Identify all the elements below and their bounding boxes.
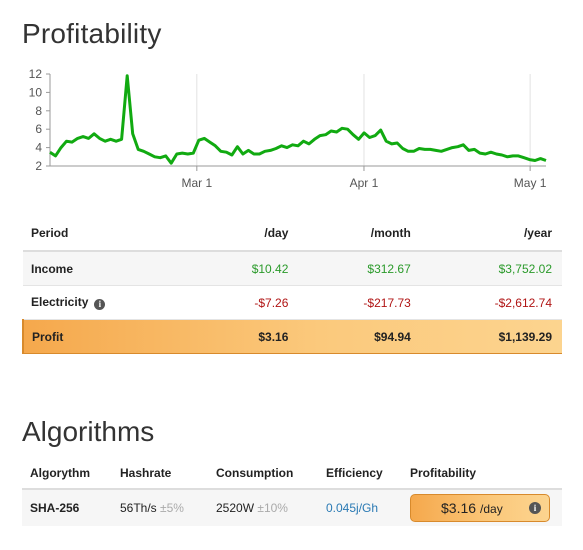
- y-tick-label: 2: [35, 159, 42, 173]
- profitability-badge-text: $3.16/day: [441, 500, 503, 516]
- electricity-day: -$7.26: [195, 285, 299, 320]
- x-tick-label: May 1: [514, 176, 547, 190]
- profit-row: Profit $3.16 $94.94 $1,139.29: [22, 319, 562, 354]
- col-year: /year: [420, 216, 562, 252]
- profitability-chart: Mar 1 Apr 1 May 1 2 4 6 8 10 12: [29, 67, 547, 190]
- income-row: Income $10.42 $312.67 $3,752.02: [23, 251, 562, 286]
- hashrate-tolerance: ±5%: [160, 501, 184, 515]
- algorithm-name: SHA-256: [22, 489, 112, 526]
- profit-label: Profit: [22, 319, 196, 354]
- profitability-value: $3.16: [441, 500, 477, 516]
- profit-day: $3.16: [195, 319, 299, 354]
- y-tick-label: 6: [35, 122, 42, 136]
- electricity-year: -$2,612.74: [420, 285, 562, 320]
- col-consumption: Consumption: [208, 458, 318, 490]
- profit-year: $1,139.29: [420, 319, 562, 354]
- consumption-value: 2520W: [216, 501, 255, 515]
- algorithms-table: Algorythm Hashrate Consumption Efficienc…: [22, 458, 562, 526]
- y-tick-label: 10: [29, 85, 43, 99]
- income-day: $10.42: [195, 251, 299, 286]
- profit-month: $94.94: [298, 319, 421, 354]
- profit-table-header: Period /day /month /year: [23, 216, 562, 252]
- info-icon[interactable]: i: [94, 299, 106, 310]
- y-tick-label: 12: [29, 67, 43, 81]
- electricity-month: -$217.73: [298, 285, 421, 320]
- profitability-badge-button[interactable]: $3.16/day i: [410, 494, 550, 522]
- electricity-row: Electricity i -$7.26 -$217.73 -$2,612.74: [23, 285, 562, 320]
- col-algorithm: Algorythm: [22, 458, 112, 490]
- profitability-unit: /day: [480, 502, 503, 516]
- profitability-line: [49, 74, 547, 165]
- col-efficiency: Efficiency: [318, 458, 402, 490]
- x-tick-label: Apr 1: [350, 176, 379, 190]
- algorithm-row: SHA-256 56Th/s ±5% 2520W ±10% 0.045j/Gh …: [22, 489, 562, 526]
- electricity-label: Electricity: [31, 295, 89, 309]
- hashrate-cell: 56Th/s ±5%: [112, 489, 208, 526]
- col-period: Period: [23, 216, 196, 252]
- consumption-tolerance: ±10%: [257, 501, 288, 515]
- algorithms-heading: Algorithms: [22, 416, 155, 447]
- info-icon[interactable]: i: [529, 502, 541, 514]
- profitability-heading: Profitability: [22, 18, 162, 49]
- col-hashrate: Hashrate: [112, 458, 208, 490]
- income-year: $3,752.02: [420, 251, 562, 286]
- col-month: /month: [298, 216, 421, 252]
- algorithms-table-header: Algorythm Hashrate Consumption Efficienc…: [22, 458, 562, 490]
- efficiency-value: 0.045j/Gh: [318, 489, 402, 526]
- profit-table: Period /day /month /year Income $10.42 $…: [22, 216, 562, 354]
- profitability-cell: $3.16/day i: [402, 489, 562, 526]
- y-tick-label: 4: [35, 141, 42, 155]
- y-tick-label: 8: [35, 104, 42, 118]
- col-profitability: Profitability: [402, 458, 562, 490]
- electricity-cell: Electricity i: [23, 285, 196, 320]
- income-month: $312.67: [298, 251, 421, 286]
- income-label: Income: [23, 251, 196, 286]
- x-tick-label: Mar 1: [181, 176, 212, 190]
- consumption-cell: 2520W ±10%: [208, 489, 318, 526]
- hashrate-value: 56Th/s: [120, 501, 157, 515]
- col-day: /day: [195, 216, 299, 252]
